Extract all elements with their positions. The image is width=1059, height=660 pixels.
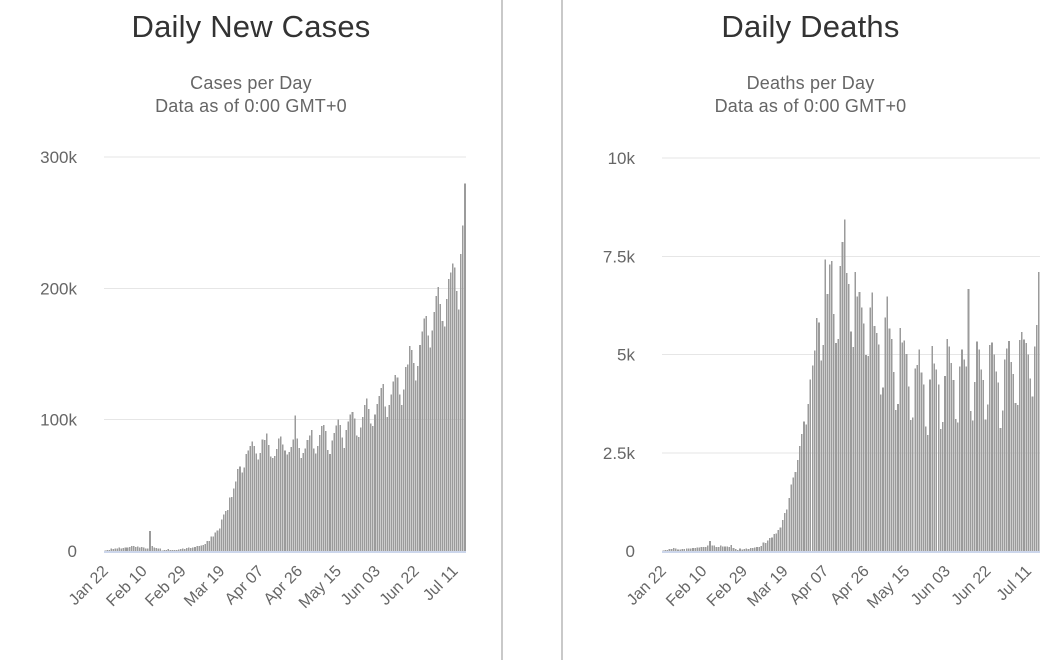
svg-text:Jun 03: Jun 03 [908,563,954,609]
svg-text:Feb 29: Feb 29 [142,563,189,610]
svg-text:Mar 19: Mar 19 [181,563,228,610]
daily-deaths-subtitle: Deaths per Day Data as of 0:00 GMT+0 [562,72,1059,118]
svg-text:Mar 19: Mar 19 [744,563,791,610]
panel-divider-left [501,0,503,660]
svg-text:10k: 10k [608,149,636,168]
svg-text:May 15: May 15 [296,563,345,612]
svg-text:300k: 300k [40,148,77,167]
svg-text:200k: 200k [40,279,77,298]
daily-deaths-title: Daily Deaths [721,9,900,44]
bars-daily-deaths[interactable] [662,219,1040,551]
daily-new-cases-panel: Daily New Cases Cases per Day Data as of… [0,0,502,660]
subtitle-line-1: Cases per Day [190,73,312,93]
svg-text:Jun 03: Jun 03 [338,563,384,609]
svg-text:Jan 22: Jan 22 [66,563,112,609]
panel-divider-right [561,0,563,660]
daily-deaths-panel: Daily Deaths Deaths per Day Data as of 0… [562,0,1059,660]
svg-text:Feb 10: Feb 10 [103,563,150,610]
daily-new-cases-title: Daily New Cases [131,9,371,44]
subtitle-line-2: Data as of 0:00 GMT+0 [155,96,347,116]
svg-text:Jun 22: Jun 22 [949,563,995,609]
svg-text:0: 0 [626,542,635,561]
svg-text:Feb 10: Feb 10 [663,563,710,610]
y-axis-labels: 0 2.5k 5k 7.5k 10k [603,149,636,561]
svg-text:Apr 07: Apr 07 [222,563,267,608]
svg-text:Jun 22: Jun 22 [377,563,423,609]
subtitle-line-1: Deaths per Day [746,73,875,93]
svg-text:7.5k: 7.5k [603,247,636,266]
svg-text:0: 0 [68,542,77,561]
svg-text:Feb 29: Feb 29 [704,563,751,610]
svg-text:Jul 11: Jul 11 [420,563,461,604]
svg-text:5k: 5k [617,346,635,365]
subtitle-line-2: Data as of 0:00 GMT+0 [714,96,907,116]
svg-text:Jul 11: Jul 11 [994,563,1035,604]
svg-text:2.5k: 2.5k [603,444,636,463]
svg-text:Apr 07: Apr 07 [787,563,832,608]
daily-new-cases-subtitle: Cases per Day Data as of 0:00 GMT+0 [0,72,502,118]
svg-text:Jan 22: Jan 22 [624,563,670,609]
bars-daily-new-cases[interactable] [104,183,466,552]
y-axis-labels: 0 100k 200k 300k [40,148,77,561]
svg-text:May 15: May 15 [864,563,913,612]
svg-text:100k: 100k [40,411,77,430]
